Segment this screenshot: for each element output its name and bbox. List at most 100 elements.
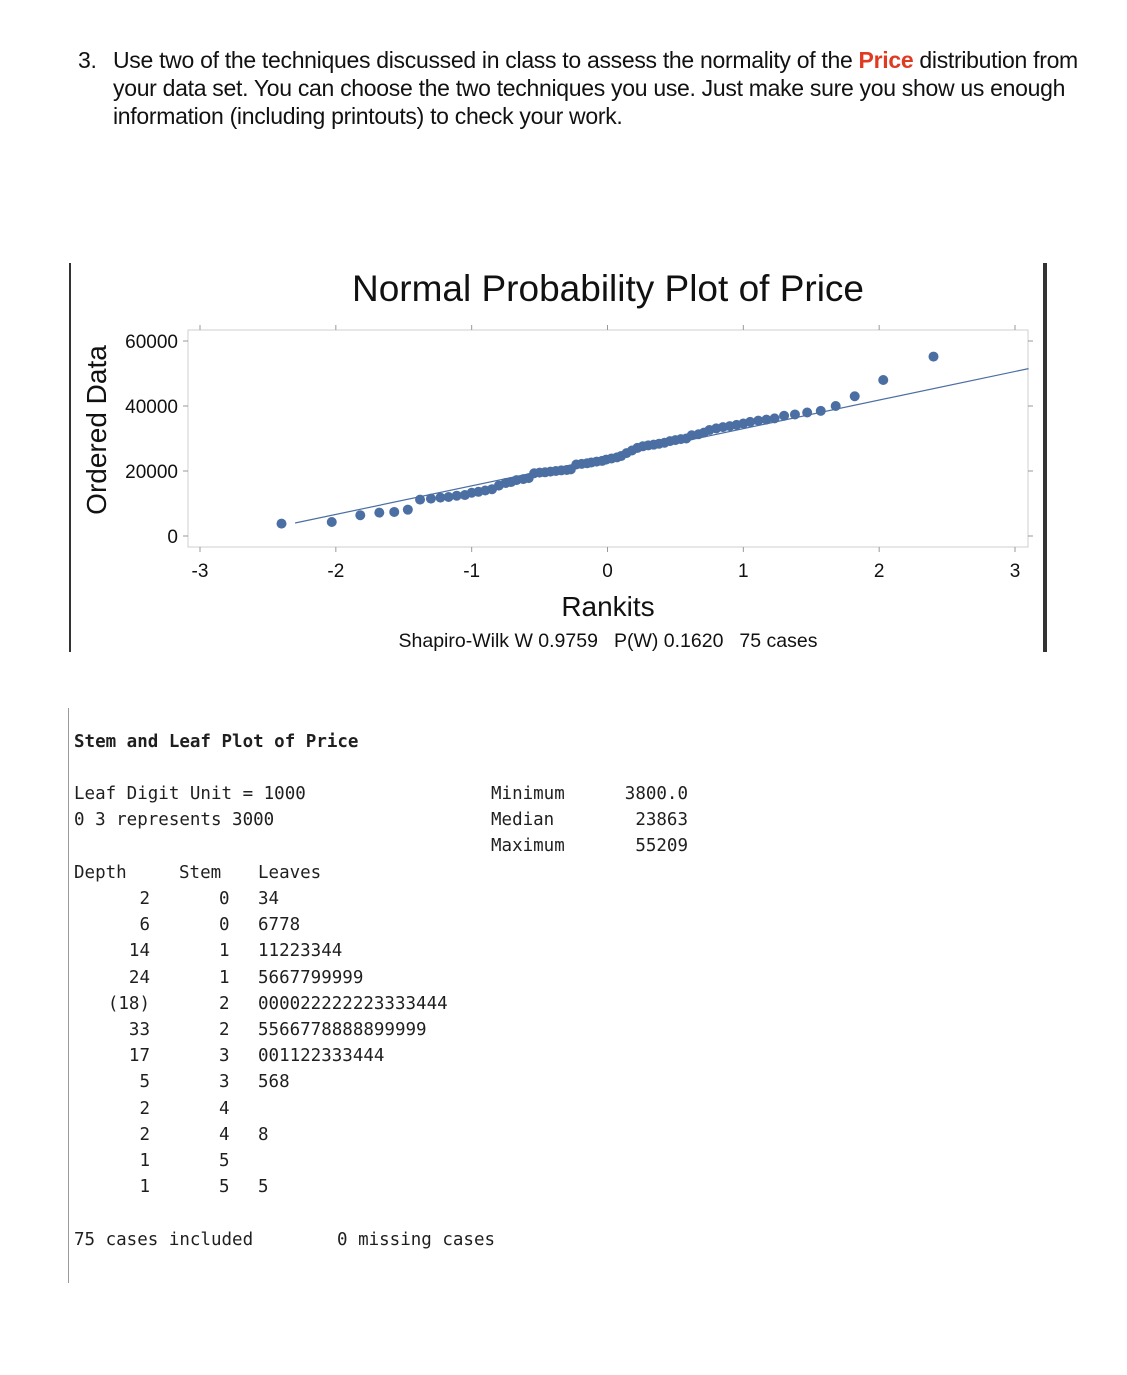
stat-label: Median — [491, 810, 555, 830]
question-number: 3. — [78, 47, 97, 73]
stat-value: 23863 — [635, 810, 688, 830]
leaf-digit-unit: Leaf Digit Unit = 1000 — [74, 784, 306, 804]
row-stem: 2 — [219, 993, 230, 1014]
row-stem: 4 — [219, 1098, 230, 1119]
shapiro-w-value: 0.9759 — [538, 630, 598, 652]
data-point — [402, 504, 413, 515]
cases-included: 75 cases included — [74, 1230, 254, 1250]
x-axis-label: Rankits — [561, 591, 654, 622]
y-axis-label: Ordered Data — [81, 345, 112, 515]
stat-label: Maximum — [491, 836, 565, 856]
shapiro-wilk-summary: Shapiro-Wilk W 0.9759 P(W) 0.1620 75 cases — [399, 630, 818, 652]
data-point — [878, 375, 889, 385]
plot-frame — [187, 329, 1029, 548]
pw-value: 0.1620 — [664, 630, 724, 652]
data-point — [451, 490, 462, 501]
row-leaves: 5566778888899999 — [258, 1020, 427, 1040]
data-point — [326, 517, 337, 528]
row-depth: 33 — [128, 1020, 150, 1040]
row-leaves: 000022222223333444 — [258, 993, 448, 1014]
row-leaves: 001122333444 — [258, 1046, 385, 1067]
y-tick-label: 0 — [167, 527, 178, 548]
depth-header: Depth — [74, 863, 127, 883]
row-stem: 5 — [219, 1151, 230, 1171]
row-stem: 4 — [219, 1124, 230, 1145]
row-depth: (18) — [107, 993, 150, 1014]
data-point — [425, 493, 436, 504]
data-point — [928, 351, 939, 362]
row-stem: 1 — [219, 941, 230, 962]
y-tick-label: 40000 — [125, 397, 178, 418]
x-tick-label: 3 — [1010, 561, 1021, 582]
question-text: Use two of the techniques discussed in c… — [113, 46, 1078, 130]
data-point — [443, 492, 454, 502]
x-tick-label: 2 — [874, 561, 885, 582]
pw-label: P(W) — [614, 630, 658, 652]
row-leaves: 8 — [258, 1124, 269, 1145]
x-tick-label: -3 — [192, 561, 209, 582]
row-leaves: 568 — [258, 1072, 290, 1093]
missing-cases: 0 missing cases — [337, 1230, 496, 1250]
stat-value: 55209 — [635, 836, 688, 856]
row-leaves: 5667799999 — [258, 967, 364, 988]
row-stem: 3 — [219, 1046, 230, 1067]
row-depth: 2 — [139, 1098, 150, 1119]
stem-and-leaf-plot: Stem and Leaf Plot of Price Leaf Digit U… — [0, 700, 760, 1285]
normal-probability-plot: Normal Probability Plot of Price Ordered… — [69, 263, 1047, 652]
row-depth: 1 — [139, 1151, 150, 1171]
row-depth: 6 — [139, 915, 150, 936]
row-stem: 0 — [219, 915, 230, 936]
row-leaves: 34 — [258, 889, 280, 909]
row-depth: 14 — [128, 941, 150, 962]
x-tick-label: 0 — [602, 561, 613, 582]
cases-count: 75 cases — [739, 630, 817, 652]
data-point — [415, 494, 426, 505]
stemleaf-title: Stem and Leaf Plot of Price — [74, 732, 359, 752]
shapiro-w-label: Shapiro-Wilk W — [399, 630, 534, 652]
represents-line: 0 3 represents 3000 — [74, 810, 275, 830]
stem-header: Stem — [179, 863, 222, 883]
data-point — [374, 507, 385, 518]
row-leaves: 6778 — [258, 915, 301, 936]
row-leaves: 11223344 — [258, 941, 343, 962]
row-depth: 17 — [128, 1046, 150, 1067]
data-point — [745, 416, 756, 427]
leaves-header: Leaves — [258, 863, 322, 883]
row-stem: 2 — [219, 1020, 230, 1040]
row-stem: 3 — [219, 1072, 230, 1093]
data-point — [355, 510, 366, 521]
row-depth: 1 — [139, 1177, 150, 1198]
data-point — [276, 518, 287, 529]
y-tick-label: 20000 — [125, 462, 178, 483]
row-depth: 2 — [139, 889, 150, 909]
data-point — [769, 413, 780, 424]
data-point — [789, 409, 800, 420]
data-point — [435, 492, 446, 503]
data-point — [849, 391, 860, 402]
x-tick-label: -1 — [463, 561, 480, 582]
row-depth: 2 — [139, 1124, 150, 1145]
row-stem: 5 — [219, 1177, 230, 1198]
row-depth: 24 — [128, 967, 150, 988]
data-point — [753, 415, 764, 426]
row-depth: 5 — [139, 1072, 150, 1093]
data-points — [276, 351, 939, 529]
data-point — [779, 410, 790, 421]
row-stem: 1 — [219, 967, 230, 988]
x-tick-label: -2 — [327, 561, 344, 582]
stat-label: Minimum — [491, 784, 565, 804]
chart-title: Normal Probability Plot of Price — [352, 268, 864, 309]
left-border-line — [68, 708, 69, 1283]
data-point — [830, 401, 841, 411]
x-tick-label: 1 — [738, 561, 749, 582]
y-axis-ticks: 0 20000 40000 60000 — [125, 332, 1033, 548]
y-tick-label: 60000 — [125, 332, 178, 353]
data-point — [389, 506, 400, 517]
question-text-after: distribution from your data set. You can… — [113, 47, 1078, 129]
data-point — [802, 407, 813, 418]
x-axis-ticks: -3 -2 -1 0 1 2 3 — [192, 325, 1021, 582]
row-leaves: 5 — [258, 1177, 269, 1198]
row-stem: 0 — [219, 889, 230, 909]
stat-value: 3800.0 — [624, 784, 688, 804]
data-point — [815, 405, 826, 416]
